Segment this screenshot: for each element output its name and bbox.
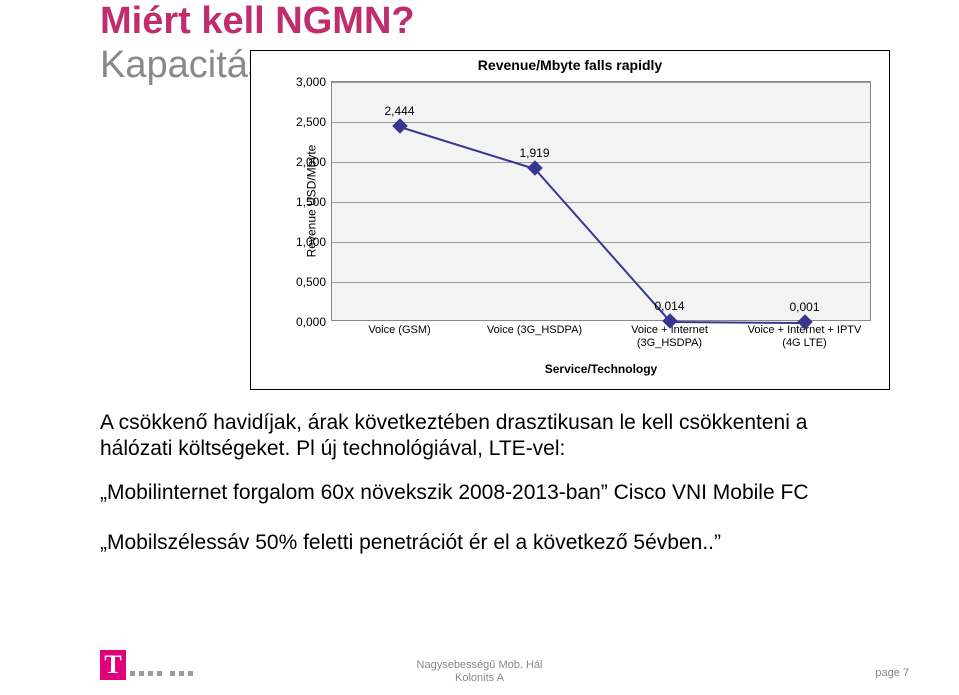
footer: Nagysebességű Mob. Hál Kolonits A page 7 [0, 645, 959, 685]
gridline [332, 122, 870, 123]
x-tick-label: Voice (3G_HSDPA) [475, 320, 595, 337]
y-tick-label: 0,000 [284, 315, 326, 329]
y-tick-label: 1,500 [284, 195, 326, 209]
gridline [332, 82, 870, 83]
y-tick-label: 2,500 [284, 115, 326, 129]
logo-dots [130, 663, 197, 681]
footer-center: Nagysebességű Mob. Hál Kolonits A [417, 659, 543, 685]
y-tick-label: 1,000 [284, 235, 326, 249]
y-tick-label: 2,000 [284, 155, 326, 169]
y-tick-label: 3,000 [284, 75, 326, 89]
footer-line1: Nagysebességű Mob. Hál [417, 659, 543, 671]
gridline [332, 282, 870, 283]
data-label: 0,014 [654, 299, 684, 313]
revenue-chart: Revenue/Mbyte falls rapidly Revenue USD/… [250, 50, 890, 390]
chart-title: Revenue/Mbyte falls rapidly [251, 57, 889, 73]
plot-area: Service/Technology 0,0000,5001,0001,5002… [331, 81, 871, 321]
data-label: 0,001 [789, 300, 819, 314]
chart-line-segment [399, 127, 535, 171]
y-tick-label: 0,500 [284, 275, 326, 289]
body-paragraph-1: A csökkenő havidíjak, árak következtében… [100, 410, 880, 463]
footer-line2: Kolonits A [455, 672, 504, 684]
page-title-1: Miért kell NGMN? [100, 0, 415, 43]
gridline [332, 202, 870, 203]
x-axis-label: Service/Technology [332, 362, 870, 376]
x-tick-label: Voice (GSM) [340, 320, 460, 337]
page-number: page 7 [875, 667, 909, 679]
chart-line-segment [534, 169, 670, 323]
telekom-logo [100, 650, 126, 685]
data-label: 2,444 [384, 104, 414, 118]
data-label: 1,919 [519, 146, 549, 160]
body-paragraph-3: „Mobilszélessáv 50% feletti penetrációt … [100, 530, 880, 556]
gridline [332, 162, 870, 163]
body-paragraph-2: „Mobilinternet forgalom 60x növekszik 20… [100, 480, 880, 506]
